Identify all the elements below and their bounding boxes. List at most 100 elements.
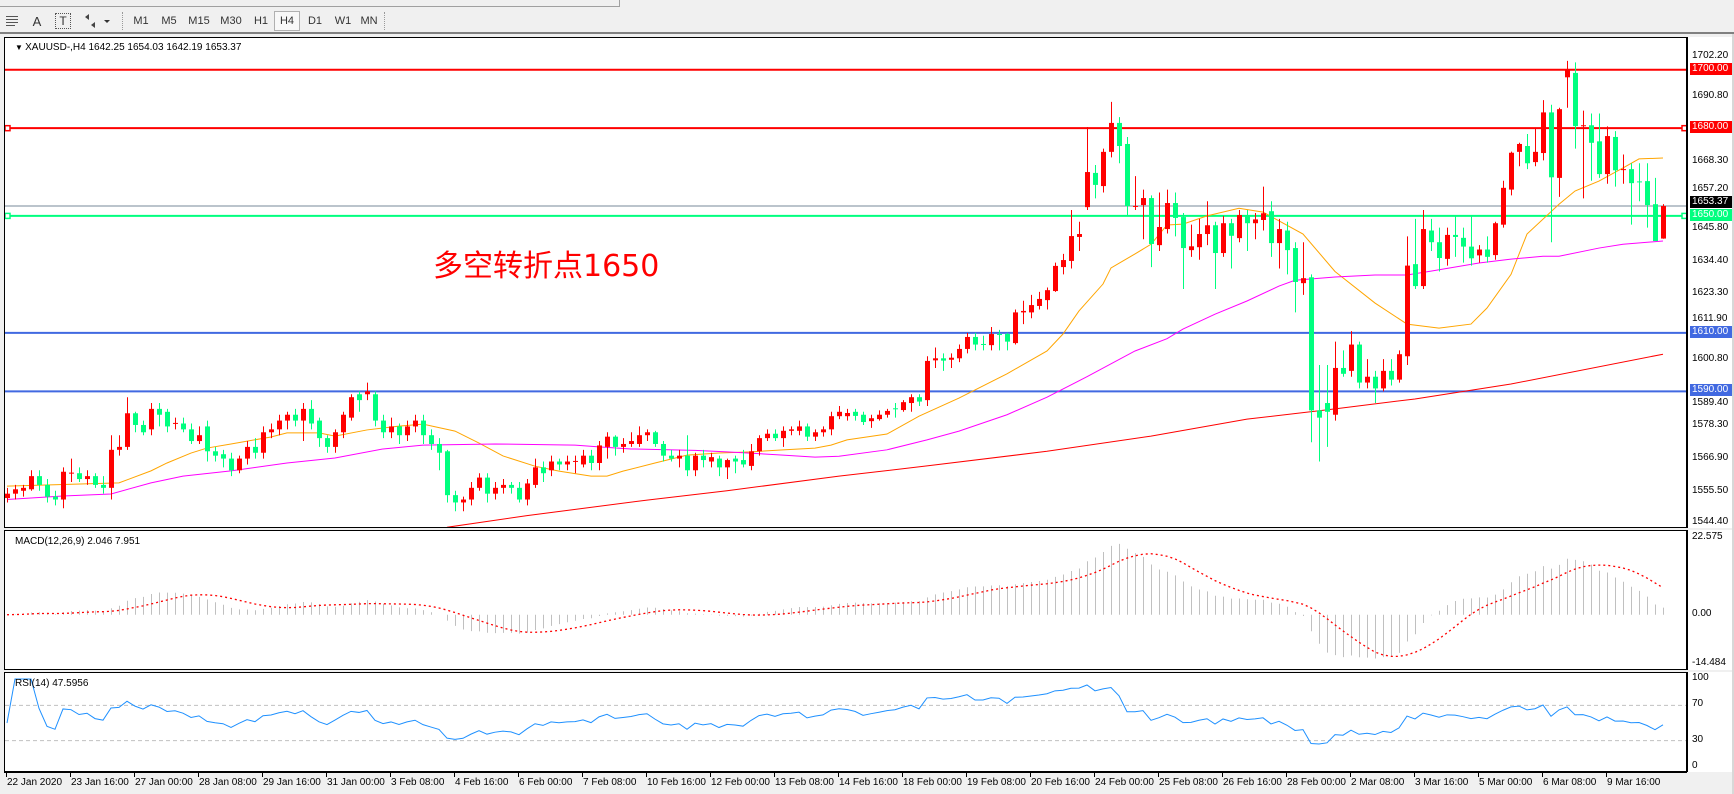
- price-chart[interactable]: ▼ XAUUSD-,H4 1642.25 1654.03 1642.19 165…: [4, 37, 1687, 528]
- rsi-panel[interactable]: RSI(14) 47.5956: [4, 672, 1687, 772]
- price-tick-label: 1555.50: [1692, 485, 1729, 497]
- candle-body: [741, 460, 746, 465]
- candle-body: [1093, 172, 1098, 185]
- candle: [1253, 212, 1258, 240]
- candle: [1117, 117, 1122, 164]
- timeframe-h4-button[interactable]: H4: [274, 11, 300, 31]
- candle: [1421, 210, 1426, 289]
- arrows-icon[interactable]: [80, 11, 114, 31]
- candle-body: [1213, 225, 1218, 254]
- timeframe-w1-button[interactable]: W1: [334, 15, 352, 27]
- candle: [525, 479, 530, 506]
- time-tick: [6, 773, 7, 777]
- timeframe-m5-button[interactable]: M5: [161, 15, 177, 27]
- timeframe-d1-button[interactable]: D1: [307, 15, 323, 27]
- candle-body: [1573, 72, 1578, 127]
- candle: [69, 458, 74, 482]
- annotation-text[interactable]: 多空转折点1650: [433, 249, 660, 284]
- grid-icon[interactable]: [2, 11, 24, 31]
- candle-body: [1549, 112, 1554, 178]
- candle: [477, 473, 482, 491]
- candle: [117, 435, 122, 456]
- candle: [381, 414, 386, 439]
- candle-body: [1133, 205, 1138, 207]
- candle: [45, 479, 50, 503]
- text-label-glyph: T: [55, 13, 71, 29]
- candle-body: [765, 433, 770, 439]
- candle-body: [101, 484, 106, 488]
- time-tick-label: 26 Feb 16:00: [1223, 777, 1282, 788]
- time-axis: 22 Jan 2020 23 Jan 16:00 27 Jan 00:00 28 Ja…: [4, 772, 1687, 794]
- candle: [901, 400, 906, 412]
- candle-body: [405, 426, 410, 436]
- candle-body: [133, 413, 138, 425]
- candle: [1109, 101, 1114, 158]
- price-tick-label: 1600.80: [1692, 352, 1729, 364]
- candle-body: [805, 426, 810, 437]
- candle: [413, 414, 418, 433]
- candle: [157, 403, 162, 427]
- time-tick: [198, 773, 199, 777]
- candle: [813, 429, 818, 442]
- price-axis[interactable]: 1702.20 1690.80 1668.30 1657.20 1645.80 1634.…: [1687, 37, 1733, 528]
- candle: [13, 484, 18, 500]
- candle-body: [541, 467, 546, 474]
- timeframe-m1-button[interactable]: M1: [133, 15, 149, 27]
- line-handle[interactable]: [1681, 212, 1687, 220]
- candle-body: [1613, 136, 1618, 171]
- text-label-icon[interactable]: T: [52, 11, 74, 31]
- candle-body: [1293, 248, 1298, 282]
- text-icon[interactable]: A: [32, 13, 42, 29]
- candle: [1581, 110, 1586, 199]
- candle: [677, 449, 682, 468]
- candle: [1061, 253, 1066, 275]
- time-tick: [582, 773, 583, 777]
- time-tick: [1094, 773, 1095, 777]
- timeframe-mn-button[interactable]: MN: [360, 15, 378, 27]
- candle-body: [109, 449, 114, 488]
- candle-body: [349, 397, 354, 418]
- timeframe-h1-button[interactable]: H1: [253, 15, 269, 27]
- candle-body: [1397, 354, 1402, 380]
- candle: [1021, 300, 1026, 325]
- candle: [1005, 332, 1010, 351]
- time-tick: [134, 773, 135, 777]
- candle-body: [1061, 260, 1066, 268]
- candle: [893, 403, 898, 418]
- rsi-tick-label: 100: [1692, 672, 1709, 683]
- candle-body: [357, 394, 362, 401]
- line-handle[interactable]: [5, 124, 11, 132]
- timeframe-m30-button[interactable]: M30: [220, 15, 242, 27]
- toolbar-separator: [384, 12, 385, 30]
- time-tick: [1286, 773, 1287, 777]
- candle: [237, 455, 242, 474]
- candle: [1269, 201, 1274, 257]
- candle-body: [1101, 151, 1106, 187]
- time-tick-label: 6 Mar 08:00: [1543, 777, 1597, 788]
- time-tick: [1414, 773, 1415, 777]
- candle: [1397, 350, 1402, 383]
- candle-body: [237, 458, 242, 471]
- candle-body: [1645, 181, 1650, 206]
- line-handle[interactable]: [5, 212, 11, 220]
- candle-body: [221, 454, 226, 459]
- candle: [1357, 341, 1362, 389]
- candle: [1613, 131, 1618, 187]
- candle-body: [973, 336, 978, 345]
- candle-body: [1045, 290, 1050, 301]
- candle-body: [925, 360, 930, 401]
- candle: [1157, 192, 1162, 251]
- candle: [221, 449, 226, 468]
- time-tick-label: 5 Mar 00:00: [1479, 777, 1533, 788]
- candle: [845, 408, 850, 421]
- timeframe-m15-button[interactable]: M15: [188, 15, 210, 27]
- candle-body: [661, 443, 666, 456]
- candle-body: [1109, 122, 1114, 152]
- candle: [1637, 163, 1642, 202]
- collapse-triangle-icon[interactable]: ▼: [15, 43, 26, 52]
- line-handle[interactable]: [1681, 124, 1687, 132]
- macd-panel[interactable]: MACD(12,26,9) 2.046 7.951: [4, 530, 1687, 670]
- candle-body: [917, 397, 922, 402]
- candle: [829, 411, 834, 436]
- candle-body: [1565, 69, 1570, 78]
